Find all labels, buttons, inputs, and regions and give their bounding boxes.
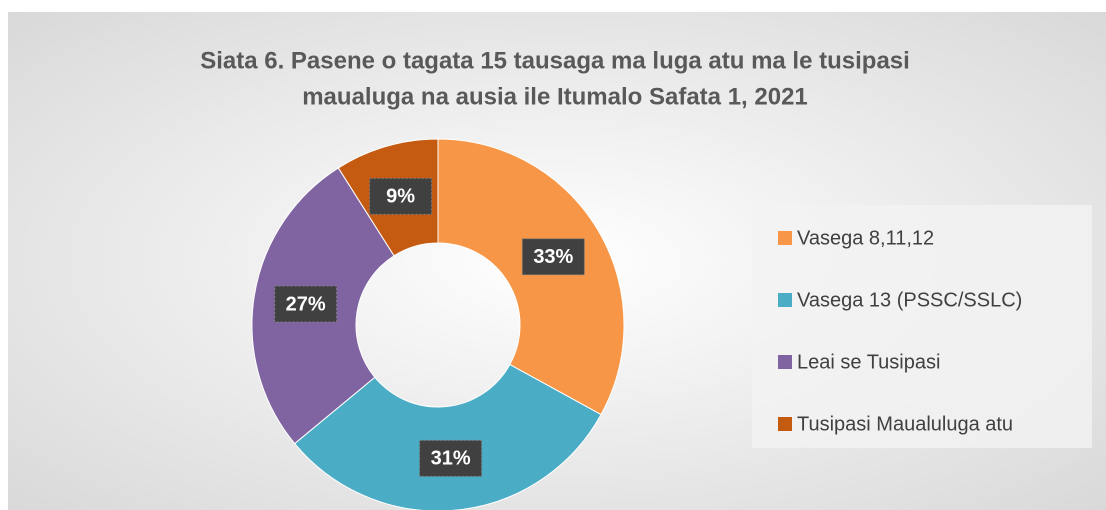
data-label-box (521, 238, 585, 276)
data-label: 27% (286, 293, 326, 315)
data-label: 31% (431, 448, 471, 470)
chart-title: maualuga na ausia ile Itumalo Safata 1, … (302, 83, 808, 110)
donut-segment (437, 138, 625, 416)
legend-label: Tusipasi Maualuluga atu (797, 413, 1013, 435)
legend-box (752, 205, 1092, 448)
data-label-box (419, 439, 483, 477)
data-label-box (274, 285, 338, 323)
legend-label: Vasega 13 (PSSC/SSLC) (797, 289, 1022, 311)
legend-swatch (778, 293, 792, 307)
legend-swatch (778, 355, 792, 369)
donut-segment (293, 363, 602, 510)
legend-label: Vasega 8,11,12 (797, 227, 934, 249)
data-label: 33% (533, 246, 573, 268)
legend-swatch (778, 417, 792, 431)
data-label: 9% (386, 186, 415, 208)
data-label-box (369, 177, 433, 215)
chart-title: Siata 6. Pasene o tagata 15 tausaga ma l… (200, 47, 910, 74)
legend-swatch (778, 231, 792, 245)
legend-label: Leai se Tusipasi (797, 351, 940, 373)
